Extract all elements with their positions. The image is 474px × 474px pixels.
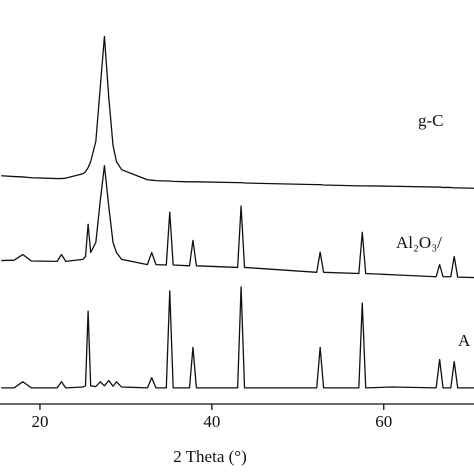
series-label: A (458, 331, 471, 350)
series-label: Al₂O₃/ (396, 233, 442, 252)
x-axis-title: 2 Theta (°) (173, 447, 247, 466)
xrd-trace (1, 286, 474, 389)
x-tick-label: 60 (375, 412, 392, 431)
x-tick-label: 40 (203, 412, 220, 431)
xrd-trace (1, 164, 474, 279)
xrd-trace (1, 35, 474, 189)
series-label: g-C (418, 111, 444, 130)
x-tick-label: 20 (31, 412, 48, 431)
